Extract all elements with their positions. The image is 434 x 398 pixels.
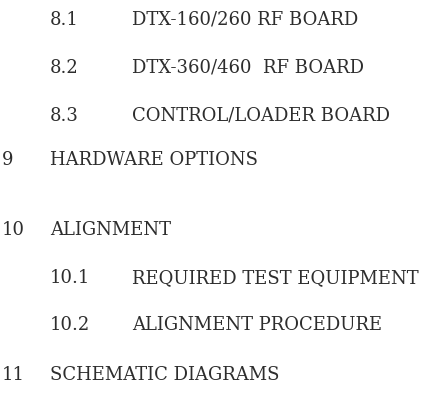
Text: 8.1: 8.1 [50,11,79,29]
Text: CONTROL/LOADER BOARD: CONTROL/LOADER BOARD [132,107,390,125]
Text: DTX-160/260 RF BOARD: DTX-160/260 RF BOARD [132,11,358,29]
Text: 11: 11 [2,366,25,384]
Text: REQUIRED TEST EQUIPMENT: REQUIRED TEST EQUIPMENT [132,269,419,287]
Text: SCHEMATIC DIAGRAMS: SCHEMATIC DIAGRAMS [50,366,279,384]
Text: HARDWARE OPTIONS: HARDWARE OPTIONS [50,151,258,169]
Text: 10.1: 10.1 [50,269,90,287]
Text: 8.3: 8.3 [50,107,79,125]
Text: 9: 9 [2,151,13,169]
Text: 8.2: 8.2 [50,59,79,77]
Text: ALIGNMENT PROCEDURE: ALIGNMENT PROCEDURE [132,316,382,334]
Text: ALIGNMENT: ALIGNMENT [50,221,171,239]
Text: DTX-360/460  RF BOARD: DTX-360/460 RF BOARD [132,59,365,77]
Text: 10: 10 [2,221,25,239]
Text: 10.2: 10.2 [50,316,90,334]
